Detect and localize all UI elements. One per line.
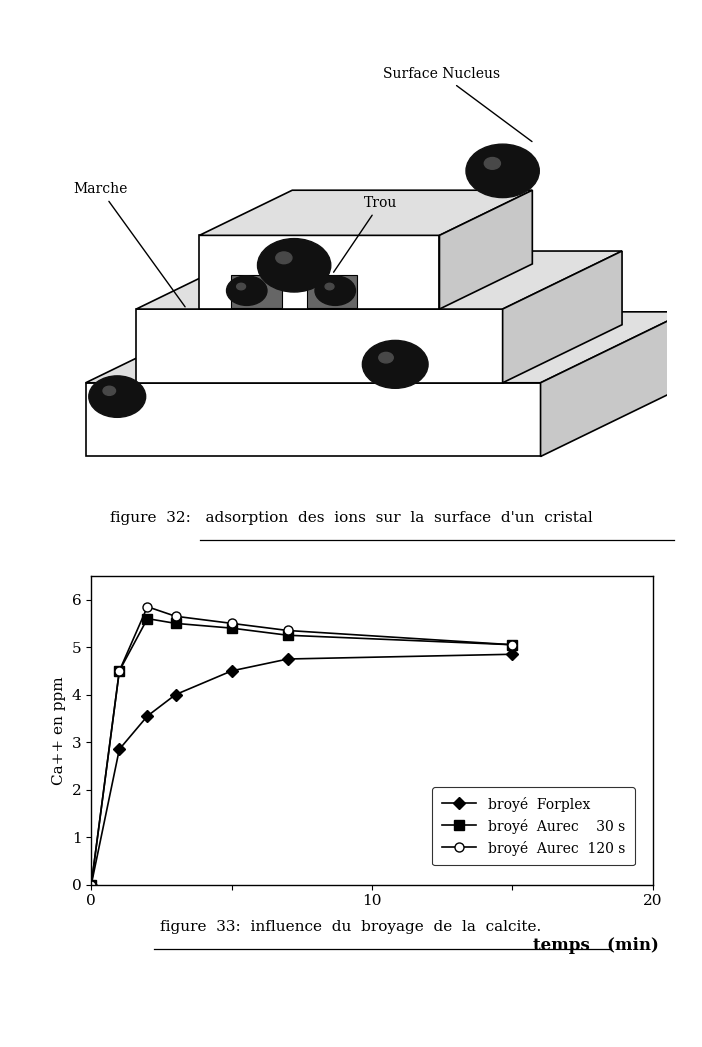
Circle shape [362,340,428,388]
Text: figure  32:   adsorption  des  ions  sur  la  surface  d'un  cristal: figure 32: adsorption des ions sur la su… [110,511,592,526]
Line: broyé  Aurec    30 s: broyé Aurec 30 s [87,615,517,889]
Y-axis label: Ca++ en ppm: Ca++ en ppm [52,676,66,784]
Text: Trou: Trou [333,196,397,272]
broyé  Forplex [115,743,124,756]
broyé  Aurec    30 s [143,612,152,625]
Polygon shape [503,251,622,383]
Circle shape [466,144,539,198]
Circle shape [237,284,246,290]
Circle shape [484,157,501,170]
broyé  Aurec    30 s [171,617,180,629]
Polygon shape [307,274,357,308]
Polygon shape [439,191,532,309]
Polygon shape [136,251,622,309]
Circle shape [258,239,331,292]
broyé  Aurec  120 s [115,665,124,677]
broyé  Aurec    30 s [115,665,124,677]
Text: Surface Nucleus: Surface Nucleus [383,67,532,141]
Polygon shape [136,309,503,383]
broyé  Forplex [87,878,95,891]
Circle shape [88,376,146,418]
Circle shape [315,276,355,306]
broyé  Aurec  120 s [227,617,236,629]
broyé  Forplex [284,652,292,665]
Polygon shape [231,274,282,308]
Circle shape [103,386,116,396]
Legend: broyé  Forplex, broyé  Aurec    30 s, broyé  Aurec  120 s: broyé Forplex, broyé Aurec 30 s, broyé A… [432,787,635,866]
Text: temps   (min): temps (min) [533,937,658,954]
Line: broyé  Forplex: broyé Forplex [87,650,517,889]
broyé  Aurec    30 s [284,629,292,642]
broyé  Forplex [143,710,152,722]
Text: Marche: Marche [73,182,185,307]
Circle shape [379,353,393,363]
Polygon shape [86,383,541,456]
Circle shape [276,252,292,264]
Polygon shape [199,236,439,309]
broyé  Aurec    30 s [508,639,517,651]
broyé  Forplex [508,648,517,661]
broyé  Aurec  120 s [284,624,292,637]
Text: figure  33:  influence  du  broyage  de  la  calcite.: figure 33: influence du broyage de la ca… [160,919,542,934]
Polygon shape [86,312,687,383]
broyé  Aurec    30 s [87,878,95,891]
broyé  Aurec    30 s [227,622,236,634]
Polygon shape [541,312,687,456]
broyé  Aurec  120 s [87,878,95,891]
broyé  Aurec  120 s [143,601,152,614]
Line: broyé  Aurec  120 s: broyé Aurec 120 s [87,602,517,889]
Polygon shape [199,191,532,236]
Circle shape [325,284,334,290]
broyé  Forplex [171,688,180,700]
broyé  Forplex [227,665,236,677]
broyé  Aurec  120 s [508,639,517,651]
Circle shape [227,276,267,306]
broyé  Aurec  120 s [171,610,180,623]
